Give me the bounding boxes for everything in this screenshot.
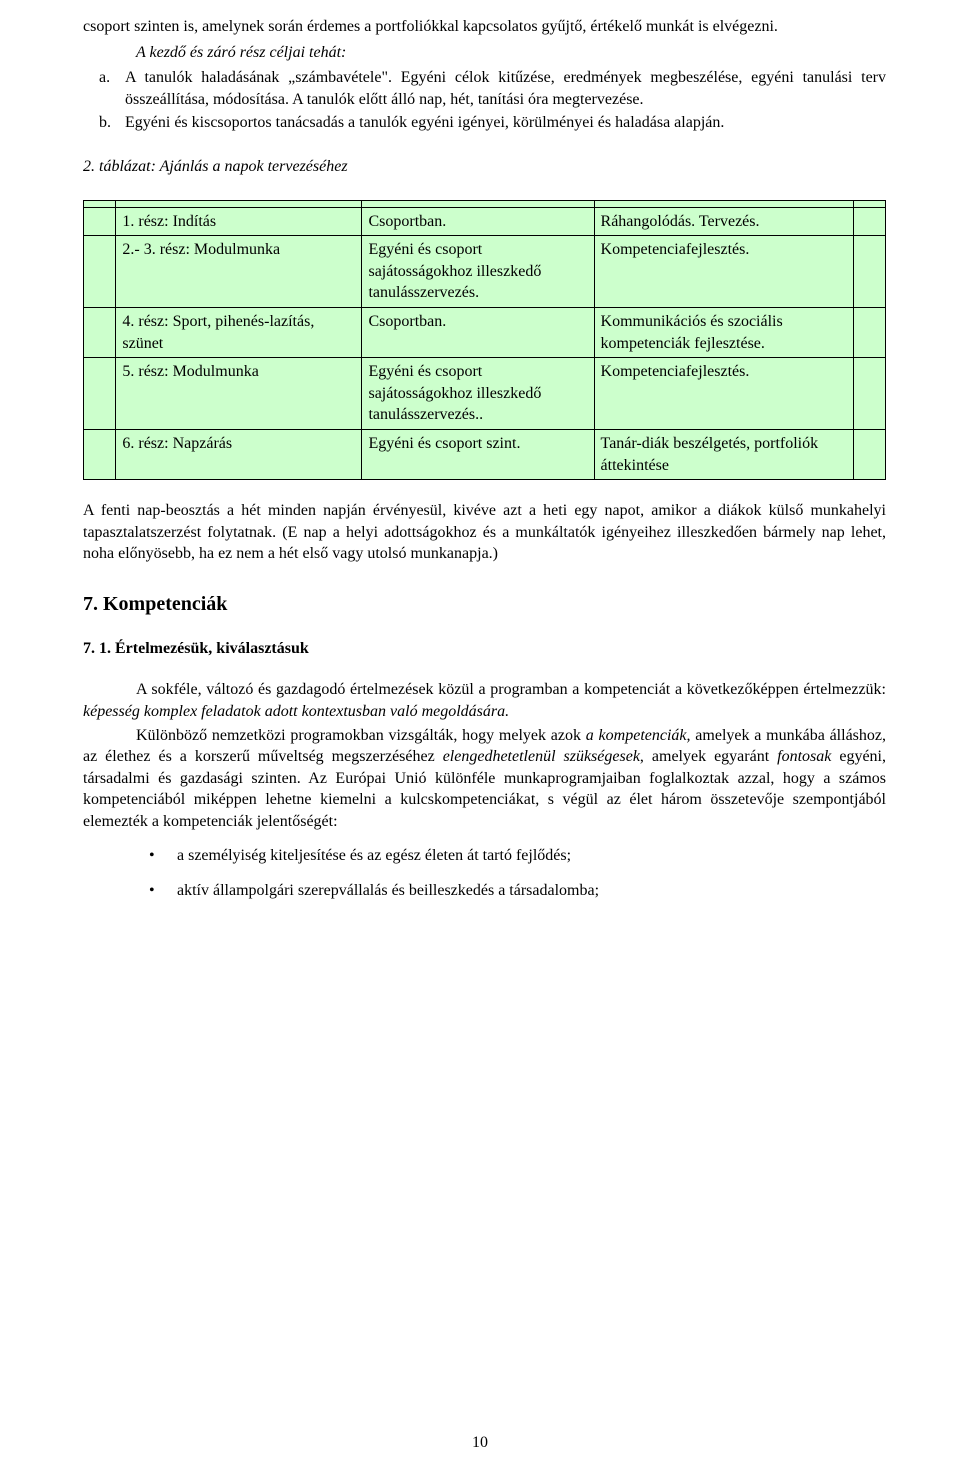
- section-heading: 7. Kompetenciák: [83, 591, 886, 618]
- table-edge-cell: [853, 429, 885, 479]
- table-edge-cell: [84, 200, 116, 207]
- table-cell: 5. rész: Modulmunka: [116, 358, 362, 430]
- table-cell: Kompetenciafejlesztés.: [594, 358, 853, 430]
- list-marker: a.: [99, 67, 125, 110]
- body-p2-em1: a kompetenciák,: [586, 727, 691, 744]
- table-cell: Csoportban.: [362, 207, 594, 236]
- table-edge-cell: [853, 358, 885, 430]
- page: csoport szinten is, amelynek során érdem…: [0, 0, 960, 1470]
- table-cell: 6. rész: Napzárás: [116, 429, 362, 479]
- body-paragraph-2: Különböző nemzetközi programokban vizsgá…: [83, 725, 886, 833]
- table-row: [84, 200, 886, 207]
- table-header-cell: [594, 200, 853, 207]
- table-cell: 2.- 3. rész: Modulmunka: [116, 236, 362, 308]
- subsection-heading: 7. 1. Értelmezésük, kiválasztásuk: [83, 638, 886, 660]
- intro-goal-line: A kezdő és záró rész céljai tehát:: [136, 42, 886, 64]
- table-edge-cell: [853, 207, 885, 236]
- body-p2-em3: fontosak: [777, 748, 831, 765]
- table-row: 1. rész: Indítás Csoportban. Ráhangolódá…: [84, 207, 886, 236]
- table-edge-cell: [853, 200, 885, 207]
- table-row: 5. rész: Modulmunka Egyéni és csoport sa…: [84, 358, 886, 430]
- list-text: A tanulók haladásának „számbavétele". Eg…: [125, 67, 886, 110]
- body-p2-c: , amelyek egyaránt: [640, 748, 777, 765]
- table-row: 6. rész: Napzárás Egyéni és csoport szin…: [84, 429, 886, 479]
- table-cell: 4. rész: Sport, pihenés-lazítás, szünet: [116, 307, 362, 357]
- table-edge-cell: [853, 307, 885, 357]
- table-caption: 2. táblázat: Ajánlás a napok tervezéséhe…: [83, 156, 886, 178]
- table-header-cell: [362, 200, 594, 207]
- table-edge-cell: [84, 307, 116, 357]
- table-cell: Tanár-diák beszélgetés, portfoliók áttek…: [594, 429, 853, 479]
- table-row: 4. rész: Sport, pihenés-lazítás, szünet …: [84, 307, 886, 357]
- table-edge-cell: [84, 429, 116, 479]
- table-cell: Csoportban.: [362, 307, 594, 357]
- body-paragraph-1: A sokféle, változó és gazdagodó értelmez…: [83, 679, 886, 722]
- table-cell: Kommunikációs és szociális kompetenciák …: [594, 307, 853, 357]
- table-cell: Egyéni és csoport sajátosságokhoz illesz…: [362, 236, 594, 308]
- table-header-cell: [116, 200, 362, 207]
- after-table-paragraph: A fenti nap-beosztás a hét minden napján…: [83, 500, 886, 565]
- table-edge-cell: [84, 236, 116, 308]
- bullet-item: a személyiség kiteljesítése és az egész …: [149, 845, 886, 867]
- table-cell: Egyéni és csoport szint.: [362, 429, 594, 479]
- table-cell: Egyéni és csoport sajátosságokhoz illesz…: [362, 358, 594, 430]
- body-p1-em: képesség komplex feladatok adott kontext…: [83, 703, 509, 720]
- list-item: a. A tanulók haladásának „számbavétele".…: [99, 67, 886, 110]
- table-cell: Kompetenciafejlesztés.: [594, 236, 853, 308]
- body-p2-em2: elengedhetetlenül szükségesek: [443, 748, 640, 765]
- table-edge-cell: [853, 236, 885, 308]
- table-cell: 1. rész: Indítás: [116, 207, 362, 236]
- body-p2-a: Különböző nemzetközi programokban vizsgá…: [136, 727, 586, 744]
- table-row: 2.- 3. rész: Modulmunka Egyéni és csopor…: [84, 236, 886, 308]
- bullet-item: aktív állampolgári szerepvállalás és bei…: [149, 880, 886, 902]
- schedule-table: 1. rész: Indítás Csoportban. Ráhangolódá…: [83, 200, 886, 481]
- body-p1-pre: A sokféle, változó és gazdagodó értelmez…: [136, 681, 886, 698]
- bullet-list: a személyiség kiteljesítése és az egész …: [83, 845, 886, 902]
- list-item: b. Egyéni és kiscsoportos tanácsadás a t…: [99, 112, 886, 134]
- list-marker: b.: [99, 112, 125, 134]
- page-number: 10: [0, 1432, 960, 1454]
- intro-continuation: csoport szinten is, amelynek során érdem…: [83, 16, 886, 38]
- table-cell: Ráhangolódás. Tervezés.: [594, 207, 853, 236]
- table-edge-cell: [84, 207, 116, 236]
- list-text: Egyéni és kiscsoportos tanácsadás a tanu…: [125, 112, 886, 134]
- table-edge-cell: [84, 358, 116, 430]
- lettered-list: a. A tanulók haladásának „számbavétele".…: [99, 67, 886, 134]
